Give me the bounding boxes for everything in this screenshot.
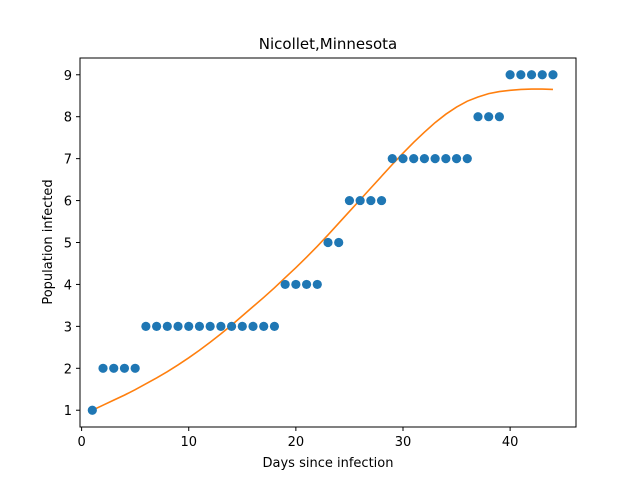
data-point (323, 237, 333, 248)
data-point (462, 154, 472, 164)
data-point (526, 70, 537, 80)
y-tick-label: 6 (64, 195, 72, 210)
chart-title: Nicollet,Minnesota (259, 35, 397, 53)
x-axis-ticks: 0 10 20 30 40 (77, 427, 518, 450)
data-point (312, 279, 322, 290)
data-point (376, 195, 387, 206)
data-point (494, 112, 504, 122)
data-point (451, 154, 462, 164)
data-point (87, 405, 97, 415)
y-tick-label: 7 (64, 153, 72, 168)
data-point (366, 195, 376, 206)
data-point (248, 321, 258, 331)
data-point (409, 154, 419, 164)
data-point (291, 279, 301, 290)
data-point (355, 195, 365, 206)
data-point (119, 363, 130, 373)
x-tick-label: 30 (395, 435, 412, 450)
data-point (98, 363, 108, 373)
data-point (109, 363, 119, 373)
data-point (473, 112, 483, 122)
x-tick-label: 0 (77, 435, 85, 450)
data-point (152, 321, 162, 331)
data-point (398, 154, 408, 164)
y-axis-ticks: 1 2 3 4 5 6 7 8 9 (64, 69, 80, 419)
y-tick-label: 2 (64, 362, 72, 377)
x-axis-label: Days since infection (263, 456, 394, 471)
y-tick-label: 4 (64, 278, 72, 293)
x-tick-label: 10 (180, 435, 197, 450)
data-point (537, 70, 547, 80)
y-tick-label: 1 (64, 404, 72, 419)
y-tick-label: 8 (64, 111, 72, 126)
y-tick-label: 5 (64, 237, 72, 252)
data-point (516, 70, 526, 80)
data-point (194, 321, 205, 331)
x-tick-label: 40 (502, 435, 519, 450)
y-axis-label: Population infected (41, 179, 56, 304)
data-point (419, 154, 430, 164)
data-point (441, 154, 451, 164)
data-point (269, 321, 280, 331)
y-tick-label: 3 (64, 320, 72, 335)
data-point (130, 363, 140, 373)
data-point (162, 321, 172, 331)
data-point (205, 321, 215, 331)
data-point (259, 321, 269, 331)
y-tick-label: 9 (64, 69, 72, 84)
data-point (548, 70, 558, 80)
data-point (184, 321, 194, 331)
data-point (173, 321, 183, 331)
data-point (430, 154, 440, 164)
data-point (344, 195, 355, 206)
data-point (387, 154, 397, 164)
data-point (237, 321, 247, 331)
data-point (216, 321, 226, 331)
data-point (141, 321, 151, 331)
fit-line (91, 88, 554, 411)
data-point (505, 70, 515, 80)
data-point (280, 279, 290, 290)
x-tick-label: 20 (288, 435, 305, 450)
data-points (87, 70, 558, 415)
data-point (301, 279, 312, 290)
data-point (334, 237, 344, 248)
data-point (226, 321, 237, 331)
data-point (484, 112, 494, 122)
fit-line-group (91, 88, 554, 411)
